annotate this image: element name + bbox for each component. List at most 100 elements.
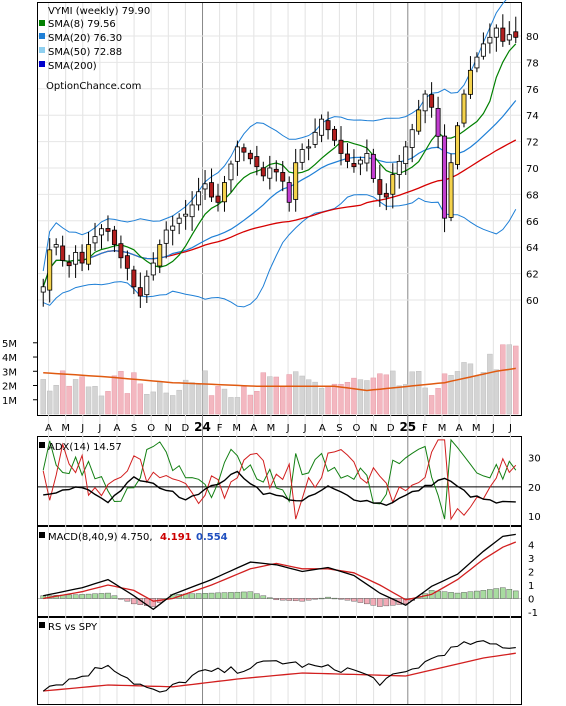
macd-histogram-bar (286, 598, 292, 601)
macd-histogram-bar (66, 594, 72, 599)
candle-body (60, 245, 66, 261)
volume-bar (137, 383, 144, 415)
macd-tick-label: 3 (528, 554, 534, 565)
indicator-layer (38, 438, 521, 693)
volume-bar (292, 371, 299, 415)
legend-sma20-marker (39, 33, 45, 39)
lower-band-line (43, 194, 517, 308)
candle-body (370, 153, 376, 179)
candle-body (474, 56, 480, 69)
macd-histogram-bar (189, 593, 195, 599)
macd-histogram-bar (474, 590, 480, 599)
volume-bar (383, 374, 390, 415)
volume-bar (228, 397, 234, 415)
volume-bar (215, 386, 221, 415)
volume-bar (46, 390, 53, 415)
volume-bar (66, 385, 72, 415)
macd-histogram-value: 0.554 (196, 532, 228, 543)
macd-legend: MACD(8,40,9) 4.750, 4.191 0.554 (39, 532, 228, 543)
candle-body (306, 146, 312, 149)
candle-body (53, 244, 59, 248)
candle-body (99, 228, 104, 236)
macd-histogram-bar (118, 598, 124, 600)
macd-histogram-bar (234, 591, 241, 599)
macd-histogram-bar (144, 598, 150, 606)
macd-histogram-bar (370, 598, 377, 606)
macd-histogram-bar (292, 598, 299, 602)
rs-legend: RS vs SPY (39, 622, 98, 633)
volume-bar (344, 382, 351, 415)
macd-histogram-bar (150, 598, 157, 607)
label-layer: A M J J A S O N D 24 F M A M J J A S O N D 25 F M A M J J6062646668… (2, 32, 541, 619)
macd-label-text: MACD(8,40,9) (48, 532, 118, 543)
macd-histogram-bar (85, 593, 92, 599)
candle-body (183, 213, 189, 217)
volume-bar (409, 371, 415, 415)
candle-body (351, 163, 357, 168)
legend-sma50: SMA(50) 72.88 (48, 47, 122, 58)
volume-bar (428, 395, 435, 415)
volume-bar (474, 376, 480, 415)
volume-bar (273, 376, 279, 415)
x-tick-label: O (147, 423, 155, 434)
volume-bar (40, 379, 46, 415)
candle-body (92, 236, 98, 244)
volume-bar (305, 379, 312, 415)
rs-panel-frame (37, 617, 522, 705)
volume-bar (415, 371, 422, 415)
volume-bar (247, 394, 254, 415)
macd-histogram-bar (338, 598, 344, 600)
adx-tick-label: 20 (528, 483, 541, 494)
volume-bar (169, 395, 176, 415)
macd-histogram-bar (506, 589, 513, 599)
volume-bar (53, 385, 59, 415)
candle-body (416, 109, 422, 132)
x-tick-label: M (61, 423, 70, 434)
rs-label: RS vs SPY (48, 622, 98, 633)
candle-body (513, 31, 519, 38)
x-tick-label: J (303, 423, 307, 434)
x-tick-label: S (336, 423, 342, 434)
macd-histogram-bar (98, 593, 105, 599)
volume-bar (59, 370, 66, 415)
candle-body (455, 125, 460, 165)
volume-bar (441, 373, 448, 415)
volume-bar (118, 371, 124, 415)
macd-line (43, 533, 516, 611)
price-tick-label: 64 (526, 243, 539, 254)
x-tick-label: M (232, 423, 241, 434)
macd-histogram-bar (228, 592, 234, 599)
candle-body (176, 217, 182, 224)
macd-label: MACD(8,40,9) 4.750, (48, 532, 153, 543)
price-tick-label: 76 (526, 85, 539, 96)
macd-histogram-bar (215, 592, 221, 599)
candle-body (364, 153, 370, 164)
x-tick-label: A (250, 423, 257, 434)
candle-body (131, 269, 137, 288)
x-tick-label: D (387, 423, 395, 434)
x-tick-label: F (217, 423, 223, 434)
x-tick-label: A (45, 423, 52, 434)
candle-body (267, 167, 273, 179)
x-tick-label: F (422, 423, 428, 434)
candle-body (403, 146, 409, 165)
macd-histogram-bar (454, 592, 461, 599)
candle-body (273, 168, 279, 173)
macd-histogram-bar (79, 594, 85, 599)
macd-histogram-bar (221, 592, 228, 599)
macd-histogram-bar (72, 594, 79, 599)
macd-histogram-bar (441, 591, 448, 599)
macd-value: 4.750 (121, 532, 150, 543)
volume-bar (422, 387, 428, 415)
volume-bar (325, 386, 331, 415)
candle-body (247, 152, 253, 160)
x-tick-label: N (165, 423, 172, 434)
volume-bar (513, 345, 519, 415)
x-tick-label: A (319, 423, 326, 434)
upper-band-line (42, 0, 507, 272)
macd-histogram-bar (500, 587, 506, 599)
x-tick-label: M (472, 423, 481, 434)
volume-bar (92, 386, 98, 415)
legend-sma8: SMA(8) 79.56 (48, 19, 116, 30)
